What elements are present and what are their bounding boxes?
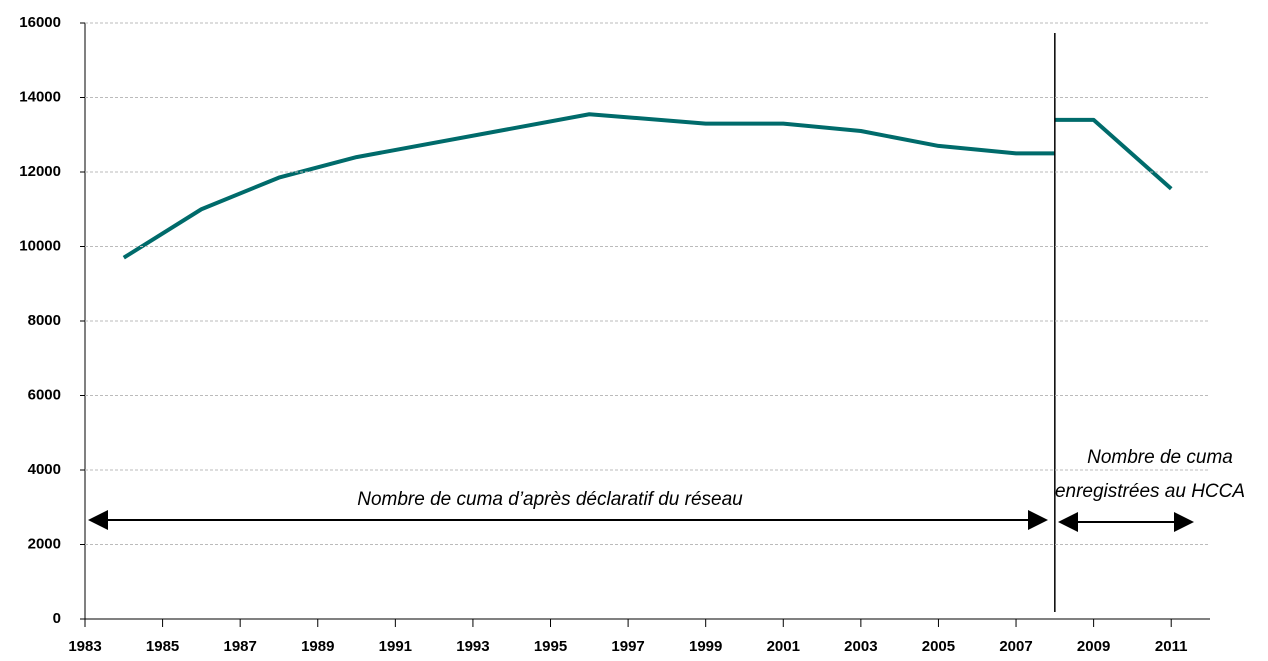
x-tick-label: 2005 [922, 638, 955, 655]
y-tick-label: 8000 [28, 312, 61, 329]
x-tick-label: 1989 [301, 638, 334, 655]
x-tick-label: 2001 [767, 638, 800, 655]
x-tick-label: 1985 [146, 638, 179, 655]
y-tick-label: 0 [53, 610, 61, 627]
y-tick-label: 10000 [19, 237, 61, 254]
y-tick-label: 4000 [28, 461, 61, 478]
x-tick-label: 2007 [999, 638, 1032, 655]
x-tick-label: 2011 [1155, 638, 1188, 655]
y-tick-label: 2000 [28, 535, 61, 552]
x-tick-label: 1983 [68, 638, 101, 655]
line-series [1054, 117, 1173, 191]
x-tick-label: 2003 [844, 638, 877, 655]
annotation: enregistrées au HCCA [1055, 481, 1245, 502]
line-series [122, 112, 1055, 260]
x-tick-label: 2009 [1077, 638, 1110, 655]
y-tick-label: 12000 [19, 163, 61, 180]
y-tick-label: 6000 [28, 386, 61, 403]
x-tick-label: 1987 [223, 638, 256, 655]
x-tick-label: 1991 [379, 638, 412, 655]
y-tick-label: 14000 [19, 88, 61, 105]
x-tick-label: 1995 [534, 638, 567, 655]
annotation: Nombre de cuma [1087, 447, 1233, 468]
x-tick-label: 1993 [456, 638, 489, 655]
x-tick-label: 1999 [689, 638, 722, 655]
x-tick-label: 1997 [611, 638, 644, 655]
y-tick-label: 16000 [19, 14, 61, 31]
annotation: Nombre de cuma d’après déclaratif du rés… [357, 489, 743, 510]
